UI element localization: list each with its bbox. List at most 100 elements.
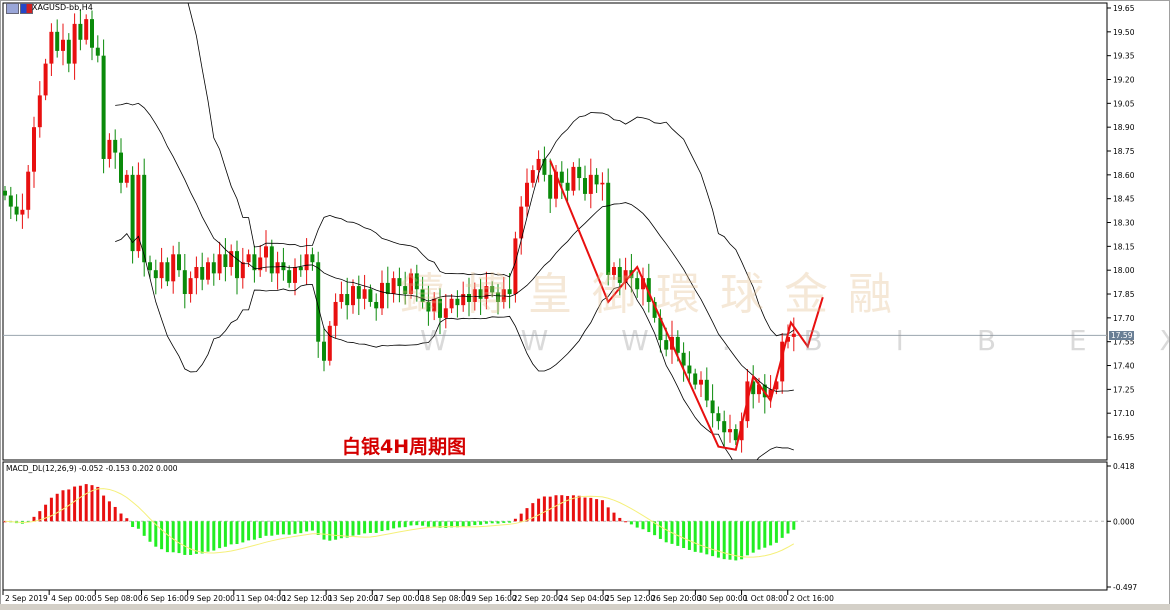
macd-bar bbox=[374, 521, 378, 533]
macd-bar bbox=[409, 521, 413, 526]
macd-bar bbox=[676, 521, 680, 546]
macd-bar bbox=[200, 521, 204, 554]
main-pane-border bbox=[2, 2, 1108, 461]
macd-bar bbox=[258, 521, 262, 539]
candle-body bbox=[26, 171, 31, 210]
bollinger-upper bbox=[187, 3, 795, 337]
candle-body bbox=[171, 254, 176, 282]
candle-body bbox=[287, 270, 292, 283]
candle-body bbox=[420, 289, 425, 302]
price-tick-label: 17.70 bbox=[1113, 314, 1135, 323]
time-tick-label: 13 Sep 20:00 bbox=[328, 594, 378, 603]
macd-bar bbox=[542, 496, 546, 522]
macd-bar bbox=[682, 521, 686, 549]
macd-bar bbox=[363, 521, 367, 534]
time-tick-label: 19 Sep 16:00 bbox=[467, 594, 517, 603]
candle-body bbox=[43, 63, 48, 96]
candle-body bbox=[362, 289, 367, 299]
candle-body bbox=[177, 254, 181, 271]
macd-bar bbox=[792, 521, 796, 530]
price-tick-label: 17.10 bbox=[1113, 409, 1135, 418]
candle-body bbox=[356, 286, 361, 299]
macd-bar bbox=[287, 521, 291, 535]
macd-bar bbox=[119, 513, 123, 522]
candle-body bbox=[710, 400, 715, 414]
candle-body bbox=[519, 206, 524, 239]
macd-bar bbox=[583, 497, 587, 522]
candle-body bbox=[449, 298, 454, 309]
candle-body bbox=[101, 55, 106, 159]
candle-body bbox=[664, 340, 669, 350]
candle-body bbox=[722, 421, 727, 433]
macd-bar bbox=[84, 484, 88, 522]
price-tick-label: 17.25 bbox=[1113, 385, 1135, 394]
macd-bar bbox=[519, 513, 523, 522]
candle-body bbox=[403, 286, 408, 295]
candle-body bbox=[606, 182, 611, 275]
price-tick-label: 18.00 bbox=[1113, 266, 1135, 275]
candle-body bbox=[310, 254, 315, 263]
candle-body bbox=[165, 262, 170, 282]
time-tick-label: 6 Sep 16:00 bbox=[143, 594, 189, 603]
macd-bar bbox=[769, 521, 773, 546]
candle-body bbox=[438, 298, 442, 318]
candle-body bbox=[240, 262, 245, 279]
bottom-scrollbar[interactable] bbox=[0, 604, 1170, 610]
macd-bar bbox=[125, 518, 129, 522]
macd-bar bbox=[455, 521, 459, 528]
candle-body bbox=[136, 174, 141, 252]
macd-bar bbox=[206, 521, 210, 552]
macd-bar bbox=[473, 521, 477, 526]
candle-body bbox=[658, 317, 663, 341]
macd-bar bbox=[26, 521, 30, 523]
macd-bar bbox=[415, 521, 419, 526]
macd-bar bbox=[107, 501, 111, 522]
macd-bar bbox=[716, 521, 720, 558]
macd-tick-label: 0.418 bbox=[1113, 462, 1135, 471]
candle-body bbox=[351, 286, 355, 306]
candle-body bbox=[119, 152, 123, 183]
candle-body bbox=[554, 171, 558, 199]
macd-bar bbox=[426, 521, 430, 527]
macd-bar bbox=[693, 521, 697, 552]
macd-bar bbox=[281, 521, 285, 535]
macd-tick-label: -0.497 bbox=[1113, 583, 1137, 592]
macd-bar bbox=[171, 521, 175, 553]
time-tick-label: 2 Oct 16:00 bbox=[790, 594, 834, 603]
macd-bar bbox=[328, 521, 332, 541]
macd-bar bbox=[745, 521, 749, 556]
candle-body bbox=[316, 262, 321, 342]
candle-body bbox=[246, 254, 251, 263]
candle-body bbox=[49, 31, 54, 64]
macd-bar bbox=[560, 495, 564, 522]
macd-bar bbox=[102, 495, 106, 522]
candle-body bbox=[728, 429, 732, 433]
candle-body bbox=[536, 158, 541, 171]
candle-body bbox=[397, 278, 402, 287]
price-tick-label: 18.30 bbox=[1113, 219, 1135, 228]
macd-bar bbox=[664, 521, 668, 543]
macd-bar bbox=[357, 521, 361, 535]
candle-body bbox=[467, 294, 471, 302]
macd-bar bbox=[624, 521, 628, 523]
price-tick-label: 19.50 bbox=[1113, 28, 1135, 37]
macd-bar bbox=[316, 521, 320, 536]
macd-bar bbox=[247, 521, 251, 541]
candle-body bbox=[200, 267, 205, 280]
macd-bar bbox=[113, 506, 117, 522]
macd-bar bbox=[55, 493, 59, 522]
macd-bar bbox=[78, 485, 82, 522]
candle-body bbox=[159, 262, 164, 279]
macd-bar bbox=[444, 521, 448, 528]
candle-body bbox=[461, 294, 466, 306]
candle-body bbox=[739, 421, 744, 441]
macd-bar bbox=[264, 521, 268, 536]
macd-bar bbox=[537, 498, 541, 522]
time-tick-label: 1 Oct 08:00 bbox=[744, 594, 788, 603]
macd-bar bbox=[647, 521, 651, 533]
macd-bar bbox=[600, 500, 604, 522]
time-tick-label: 2 Sep 2019 bbox=[5, 594, 48, 603]
chart-window-icon bbox=[6, 3, 19, 14]
current-price-tag: 17.59 bbox=[1109, 331, 1135, 340]
